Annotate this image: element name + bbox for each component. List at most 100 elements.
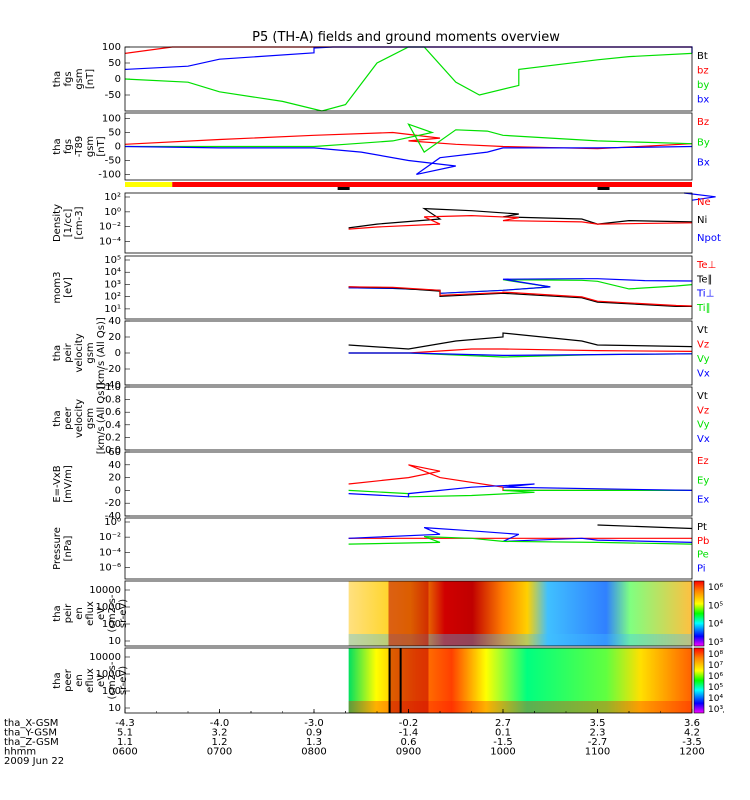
x-row-label: tha_Y-GSM — [4, 728, 57, 739]
y-axis-label: tha — [52, 672, 63, 688]
colorbar-tick-label: 10⁸ — [708, 650, 723, 660]
legend-Pb: Pb — [697, 536, 709, 547]
legend-Npot: Npot — [697, 233, 721, 244]
legend-Ne: Ne — [697, 197, 711, 208]
panel-fgs: 100 50 0 -50 Bt bz by bx tha fgs gsm [nT] — [52, 42, 709, 112]
y-axis-label: E=-VxB — [52, 465, 63, 502]
legend-Pe: Pe — [697, 550, 709, 561]
x-tick-label: 1000 — [490, 747, 515, 758]
legend-bx: bx — [697, 95, 709, 106]
y-tick-label: 10⁻² — [99, 532, 121, 543]
y-axis-label: eV — [96, 607, 107, 620]
series-Vt — [348, 332, 693, 350]
x-row-label: tha_Z-GSM — [4, 737, 59, 748]
colorbar-tick-label: 10³ — [708, 638, 723, 648]
x-row-label: hhmm — [4, 747, 36, 758]
y-tick-label: -100 — [98, 169, 121, 180]
chart-title: P5 (TH-A) fields and ground moments over… — [252, 30, 560, 45]
y-tick-label: 10000 — [89, 652, 121, 663]
y-axis-label: [1/cc] — [63, 209, 74, 238]
legend-Vz: Vz — [697, 340, 709, 351]
y-tick-label: -50 — [105, 155, 121, 166]
panel-frame — [124, 451, 693, 517]
series-bz — [124, 46, 692, 54]
colorbar-tick-label: 10⁴ — [708, 694, 723, 704]
y-tick-label: 10 — [108, 636, 121, 647]
x-tick-label: 1200 — [679, 747, 704, 758]
colorbar-tick-label: 10⁵ — [708, 683, 723, 693]
y-axis-label: [km/s (All Qs)] — [96, 317, 107, 389]
mode-bar-mark — [337, 187, 350, 190]
legend-Ey: Ey — [697, 475, 709, 486]
series-Ez — [348, 464, 692, 491]
panel-frame — [124, 517, 693, 580]
legend-bz: bz — [697, 66, 709, 77]
x-tick-label: 1.2 — [212, 737, 228, 748]
y-tick-label: 0.4 — [105, 420, 121, 431]
y-axis-label: [mV/m] — [63, 465, 74, 503]
legend-by: by — [697, 80, 709, 91]
y-tick-label: -20 — [105, 498, 121, 509]
x-tick-label: 0600 — [112, 747, 137, 758]
x-tick-label: -4.0 — [210, 718, 230, 729]
y-tick-label: 10⁵ — [104, 255, 121, 266]
series-by — [124, 46, 693, 112]
legend-Vt: Vt — [697, 325, 708, 336]
y-axis-label: gsm — [85, 342, 96, 363]
legend-Bx: Bx — [697, 158, 710, 169]
y-axis-label: tha — [52, 71, 63, 87]
y-tick-label: 50 — [108, 58, 121, 69]
legend-Vy: Vy — [697, 420, 710, 431]
y-axis-label: [km/s (All Qs)] — [96, 383, 107, 455]
y-tick-label: 0.0 — [105, 445, 121, 456]
colorbar-tick-label: 10⁶ — [708, 583, 723, 593]
spectrogram-band — [348, 634, 692, 646]
y-axis-label: fgs — [63, 71, 74, 86]
y-tick-label: -40 — [105, 380, 121, 391]
series-Vx — [348, 352, 693, 357]
y-tick-label: 0 — [115, 485, 121, 496]
legend-Ex: Ex — [697, 495, 709, 506]
y-tick-label: 10⁻⁴ — [99, 237, 121, 248]
y-tick-label: 0 — [115, 348, 121, 359]
panel-frame — [124, 46, 693, 112]
y-axis-label: Density — [52, 204, 63, 242]
colorbar-tick-label: 10³ — [708, 705, 723, 715]
y-axis-label: fgs — [63, 139, 74, 154]
y-tick-label: 10⁰ — [104, 517, 121, 528]
y-tick-label: 10000 — [89, 585, 121, 596]
legend-Ez: Ez — [697, 456, 709, 467]
x-tick-label: -3.5 — [682, 737, 702, 748]
x-tick-label: -4.3 — [115, 718, 135, 729]
x-tick-label: -1.4 — [399, 728, 419, 739]
panel-fgs_t89: 100 50 0 -50 -100 Bz By Bx tha fgs -T89 gsm [nT] — [52, 112, 710, 180]
y-axis-label: tha — [52, 345, 63, 361]
legend-Ti⊥: Ti⊥ — [696, 289, 714, 300]
legend-By: By — [697, 137, 710, 148]
panel-peer_vel: 1.0 0.80.6 0.40.2 0.0 Vt Vz Vy Vx tha peer velocit… — [52, 382, 710, 456]
legend-Vz: Vz — [697, 405, 709, 416]
y-axis-label: peir — [63, 342, 74, 362]
y-axis-label: en — [74, 607, 85, 620]
x-tick-label: 1100 — [585, 747, 610, 758]
series-By — [125, 123, 693, 153]
mode-bar-slow — [125, 182, 173, 187]
colorbar-tick-label: 10⁷ — [708, 661, 723, 671]
date-label: 2009 Jun 22 — [4, 756, 64, 767]
y-axis-label: en — [74, 674, 85, 687]
x-axis: tha_X-GSM -4.3 -4.0 -3.0 -0.2 2.7 3.5 3.6 tha_Y-… — [4, 709, 724, 767]
y-tick-label: 10⁻² — [99, 222, 121, 233]
y-tick-label: 100 — [102, 114, 121, 125]
panel-efield: 60 40 200 -20 -40 Ez Ey Ex E=-VxB [mV/m] — [52, 447, 709, 522]
panel-frame — [124, 580, 693, 647]
y-tick-label: 10⁰ — [104, 207, 121, 218]
panel-frame — [124, 386, 693, 451]
y-tick-label: 60 — [108, 447, 121, 458]
series-Ex — [348, 483, 693, 498]
legend-Vt: Vt — [697, 391, 708, 402]
series-Te⊥ — [348, 286, 693, 307]
x-tick-label: -1.5 — [493, 737, 513, 748]
